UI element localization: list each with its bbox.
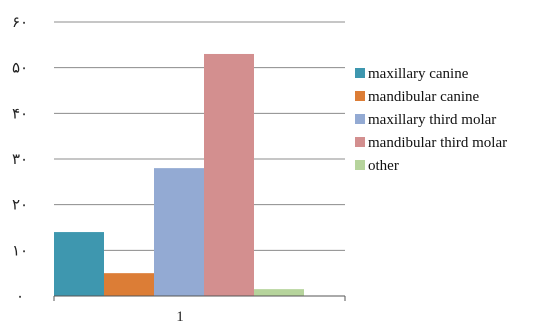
- y-tick-label-10: ۱۰: [12, 243, 28, 259]
- legend-swatch-mandibular-canine: [355, 91, 365, 101]
- bar-other: [254, 289, 304, 296]
- grid-lines: [54, 21, 345, 251]
- bar-mandibular-canine: [104, 273, 154, 296]
- y-tick-label-30: ۳۰: [12, 152, 28, 168]
- x-tick-label-1: 1: [176, 309, 184, 322]
- y-tick-label-40: ۴۰: [12, 106, 28, 122]
- bar-maxillary-canine: [54, 232, 104, 296]
- bar-maxillary-third-molar: [154, 168, 204, 296]
- y-tick-label-60: ۶۰: [12, 15, 28, 31]
- bar-mandibular-third-molar: [204, 53, 254, 296]
- axes: [53, 295, 346, 301]
- bars: [54, 53, 304, 296]
- legend-swatch-maxillary-canine: [355, 68, 365, 78]
- legend: maxillary canine mandibular canine maxilla…: [355, 66, 507, 174]
- legend-label-maxillary-canine: maxillary canine: [368, 66, 469, 82]
- legend-label-mandibular-third-molar: mandibular third molar: [368, 135, 507, 151]
- legend-swatch-other: [355, 160, 365, 170]
- legend-swatch-mandibular-third-molar: [355, 137, 365, 147]
- y-axis-tick-labels: ۰ ۱۰ ۲۰ ۳۰ ۴۰ ۵۰ ۶۰: [12, 15, 28, 305]
- legend-swatch-maxillary-third-molar: [355, 114, 365, 124]
- y-tick-label-0: ۰: [16, 289, 24, 305]
- x-axis-tick-labels: 1: [176, 309, 184, 322]
- legend-label-other: other: [368, 158, 399, 174]
- legend-label-mandibular-canine: mandibular canine: [368, 89, 480, 105]
- y-tick-label-50: ۵۰: [12, 61, 28, 77]
- y-tick-label-20: ۲۰: [12, 198, 28, 214]
- legend-label-maxillary-third-molar: maxillary third molar: [368, 112, 496, 128]
